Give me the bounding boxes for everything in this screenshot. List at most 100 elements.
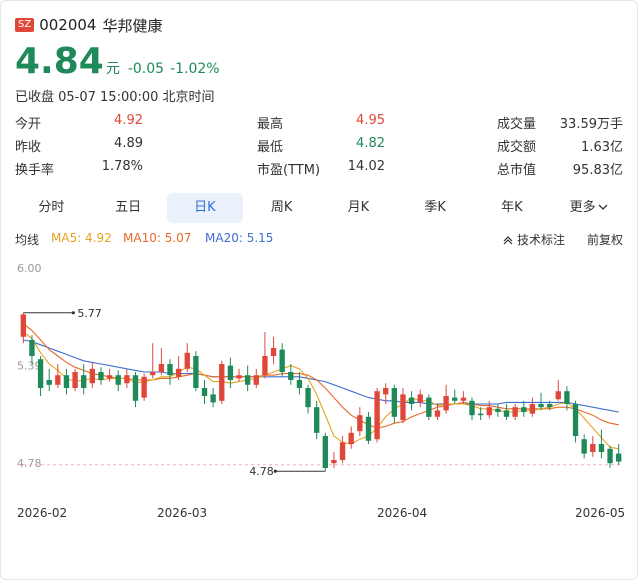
- candle-body: [391, 388, 398, 417]
- candle-body: [314, 407, 320, 433]
- candle-body: [305, 388, 311, 408]
- low-marker-dot: [273, 469, 277, 473]
- candle-body: [253, 375, 259, 385]
- candle-body: [81, 375, 87, 388]
- candle-body: [408, 397, 415, 404]
- candle-body: [374, 391, 380, 440]
- candle-body: [98, 372, 104, 380]
- stat-label: 换手率: [15, 163, 55, 178]
- kline-chart[interactable]: 6.00 5.39 4.78 5.77 4.78: [1, 256, 637, 501]
- candle-body: [55, 375, 61, 385]
- candle-body: [210, 394, 216, 403]
- candle-body: [400, 394, 406, 420]
- x-axis-label: 2026-02: [17, 506, 68, 520]
- stat-value: 14.02: [347, 159, 385, 174]
- y-tick-label: 4.78: [17, 457, 42, 470]
- candle-body: [383, 388, 389, 395]
- high-marker-dot: [71, 311, 75, 315]
- candle-body: [521, 407, 527, 412]
- tab-intraday[interactable]: 分时: [38, 200, 65, 215]
- stock-code: 002004: [39, 16, 97, 34]
- candle-body: [279, 349, 285, 372]
- stat-label: 成交量: [497, 117, 537, 132]
- tab-more-label: 更多: [569, 200, 596, 215]
- candle-body: [590, 444, 596, 452]
- ma5-value: MA5: 4.92: [51, 231, 112, 245]
- x-axis-label: 2026-03: [157, 506, 208, 520]
- candle-body: [72, 372, 78, 388]
- stat-label: 市盈(TTM): [257, 163, 321, 178]
- candle-body: [262, 356, 268, 376]
- candle-body: [115, 375, 121, 385]
- x-axis-label: 2026-04: [377, 506, 428, 520]
- price-unit: 元: [105, 61, 120, 77]
- low-marker-label: 4.78: [249, 465, 273, 478]
- candle-body: [434, 410, 441, 417]
- stock-name: 华邦健康: [102, 16, 163, 35]
- tab-quarterly-k[interactable]: 季K: [424, 200, 446, 215]
- candle-body: [124, 375, 130, 384]
- candle-body: [546, 404, 553, 408]
- candle-body: [175, 368, 182, 377]
- candle-body: [339, 442, 346, 460]
- candle-body: [443, 396, 449, 411]
- candle-body: [417, 394, 423, 403]
- candle-body: [460, 397, 467, 401]
- candle-body: [219, 364, 225, 401]
- candle-body: [236, 375, 242, 379]
- candle-body: [184, 352, 190, 369]
- candle-body: [89, 368, 96, 384]
- tab-five-day[interactable]: 五日: [115, 200, 142, 215]
- tab-yearly-k[interactable]: 年K: [501, 200, 523, 215]
- candle-body: [150, 372, 156, 376]
- stat-value: 4.82: [356, 136, 385, 151]
- candle-body: [564, 391, 570, 404]
- candle-body: [529, 404, 536, 414]
- chevron-down-icon: [598, 204, 608, 210]
- candle-body: [607, 448, 613, 464]
- market-status: 已收盘 05-07 15:00:00 北京时间: [15, 90, 215, 105]
- adjust-mode-button[interactable]: 前复权: [586, 233, 623, 247]
- current-price: 4.84: [15, 41, 104, 82]
- stat-label: 昨收: [15, 140, 42, 155]
- candle-body: [296, 380, 303, 388]
- candle-body: [46, 380, 52, 385]
- ma20-line: [23, 339, 619, 413]
- stat-value: 4.92: [114, 113, 143, 128]
- ma10-value: MA10: 5.07: [123, 231, 192, 245]
- x-axis-label: 2026-05: [575, 506, 626, 520]
- candle-body: [63, 375, 70, 388]
- candle-body: [616, 453, 622, 462]
- candle-body: [495, 408, 501, 412]
- price-change-pct: -1.02%: [170, 61, 220, 77]
- stat-label: 总市值: [497, 163, 537, 178]
- candle-body: [158, 364, 165, 372]
- ma-legend: 均线 MA5: 4.92 MA10: 5.07 MA20: 5.15 技术标注 …: [15, 231, 625, 249]
- tab-more[interactable]: 更多: [550, 193, 627, 223]
- price-change: -0.05: [127, 61, 165, 77]
- candle-body: [469, 400, 475, 416]
- stock-header: SZ 002004 华邦健康: [15, 15, 162, 35]
- stat-value: 1.63亿: [581, 140, 623, 155]
- candle-body: [503, 410, 510, 417]
- stat-label: 最高: [257, 117, 284, 132]
- candle-body: [538, 404, 544, 408]
- tab-daily-k[interactable]: 日K: [166, 193, 244, 223]
- stat-value: 95.83亿: [572, 163, 623, 178]
- high-marker-label: 5.77: [77, 307, 102, 320]
- tab-weekly-k[interactable]: 周K: [270, 200, 293, 215]
- stat-value: 4.89: [114, 136, 143, 151]
- candle-body: [20, 314, 26, 337]
- candle-body: [167, 364, 173, 376]
- candle-body: [244, 375, 251, 385]
- stat-value: 1.78%: [101, 159, 143, 174]
- stat-label: 成交额: [497, 140, 537, 155]
- chevron-double-icon: [503, 236, 513, 245]
- y-tick-label: 5.39: [17, 360, 42, 373]
- candle-body: [132, 375, 139, 401]
- candle-body: [486, 407, 492, 416]
- tab-monthly-k[interactable]: 月K: [347, 200, 370, 215]
- tech-annotation-toggle[interactable]: 技术标注: [502, 231, 565, 248]
- ma5-line: [22, 331, 619, 450]
- stat-value: 33.59万手: [559, 117, 623, 132]
